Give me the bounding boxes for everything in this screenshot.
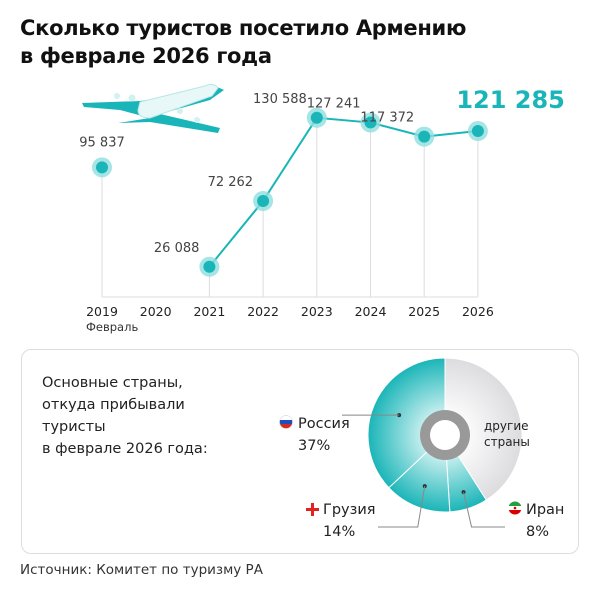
data-label: 130 588: [253, 92, 307, 107]
data-label: 26 088: [154, 241, 200, 256]
data-point: [96, 161, 108, 174]
data-point: [418, 130, 431, 143]
slice-label: другие: [484, 419, 529, 433]
leader-line: [463, 491, 505, 528]
donut-chart: другие страны Россия 37% Грузия 14% Иран 8%: [279, 357, 564, 540]
data-point: [471, 125, 484, 138]
title-line-2: в феврале 2026 года: [20, 44, 272, 68]
slice-label: Иран: [526, 502, 564, 518]
data-label: 72 262: [208, 175, 254, 190]
caption-line: в феврале 2026 года:: [42, 441, 208, 457]
source-note: Источник: Комитет по туризму РА: [20, 562, 263, 578]
donut-hole: [430, 420, 460, 450]
x-sublabel: Февраль: [86, 320, 138, 334]
data-label: 127 241: [307, 97, 361, 112]
x-tick-label: 2026: [462, 304, 494, 319]
x-tick-label: 2024: [355, 304, 387, 319]
georgia-flag-icon: [306, 503, 319, 516]
slice-label: Россия: [298, 416, 350, 432]
data-label: 117 372: [360, 111, 414, 126]
data-label: 95 837: [79, 135, 125, 150]
slice-value: 8%: [526, 524, 549, 540]
pie-caption: Основные страны, откуда прибывали турист…: [42, 372, 208, 460]
x-tick-label: 2019: [86, 304, 118, 319]
caption-line: Основные страны,: [42, 375, 183, 391]
leader-line: [378, 486, 426, 528]
data-point: [364, 116, 377, 129]
x-tick-label: 2022: [247, 304, 279, 319]
russia-flag-icon: [279, 415, 293, 429]
x-tick-label: 2025: [408, 304, 440, 319]
title-line-1: Сколько туристов посетило Армению: [20, 16, 467, 40]
countries-panel: [21, 349, 579, 554]
caption-line: откуда прибывали: [42, 397, 185, 413]
iran-flag-icon: [508, 501, 522, 515]
data-point: [257, 194, 270, 207]
slice-label: страны: [484, 435, 530, 449]
x-tick-label: 2023: [301, 304, 333, 319]
data-label-highlight: 121 285: [456, 86, 565, 114]
slice-value: 14%: [323, 524, 355, 540]
caption-line: туристы: [42, 419, 106, 435]
airplane-icon: [82, 83, 224, 133]
pie-slice: [367, 357, 446, 489]
series-line: [208, 116, 479, 268]
slice-label: Грузия: [323, 502, 376, 518]
data-point: [203, 260, 216, 273]
data-point: [310, 111, 323, 124]
x-tick-label: 2020: [140, 304, 172, 319]
x-tick-label: 2021: [193, 304, 225, 319]
slice-value: 37%: [298, 438, 330, 454]
page-title: Сколько туристов посетило Армению в февр…: [20, 14, 466, 70]
